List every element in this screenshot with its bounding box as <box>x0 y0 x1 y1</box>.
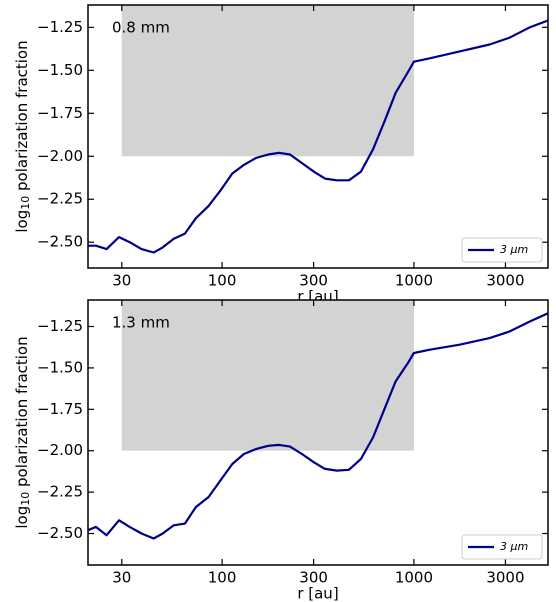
x-tick-label: 3000 <box>486 569 524 587</box>
data-line <box>88 312 548 540</box>
y-label-sub: 10 <box>19 196 32 210</box>
plot-area <box>88 300 548 540</box>
y-tick-label: −2.50 <box>37 524 83 542</box>
y-tick-label: −1.50 <box>37 61 83 79</box>
y-tick-label: −2.50 <box>37 233 83 251</box>
x-tick-label: 30 <box>112 569 131 587</box>
axes-frame <box>87 4 549 269</box>
y-label-rest: polarization fraction <box>13 40 31 195</box>
y-tick-label: −1.25 <box>37 317 83 335</box>
annotation: 0.8 mm <box>112 19 170 37</box>
y-tick-label: −1.75 <box>37 400 83 418</box>
shaded-span <box>121 5 414 157</box>
y-axis-label: log10 polarization fraction <box>13 336 33 528</box>
legend-label: 3 μm <box>500 540 528 553</box>
y-tick-label: −1.75 <box>37 104 83 122</box>
y-tick-label: −2.00 <box>37 441 83 459</box>
y-label-rest: polarization fraction <box>13 336 31 491</box>
y-tick-label: −1.50 <box>37 358 83 376</box>
legend-box <box>461 237 543 263</box>
x-tick-label: 300 <box>299 272 328 290</box>
annotation: 1.3 mm <box>112 314 170 332</box>
data-line <box>88 19 548 254</box>
x-tick-label: 1000 <box>395 272 433 290</box>
axes-frame <box>87 299 549 566</box>
y-tick-label: −2.25 <box>37 483 83 501</box>
x-tick-label: 100 <box>208 272 237 290</box>
plot-area <box>88 5 548 254</box>
y-tick-label: −1.25 <box>37 18 83 36</box>
y-label-base: log <box>13 506 31 529</box>
legend-label: 3 μm <box>500 243 528 256</box>
x-tick-label: 100 <box>208 569 237 587</box>
y-axis-label: log10 polarization fraction <box>13 40 33 232</box>
y-tick-label: −2.25 <box>37 190 83 208</box>
y-label-base: log <box>13 210 31 233</box>
y-label-sub: 10 <box>19 492 32 506</box>
shaded-span <box>121 300 414 451</box>
y-tick-label: −2.00 <box>37 147 83 165</box>
legend-box <box>461 534 543 560</box>
x-tick-label: 3000 <box>486 272 524 290</box>
x-axis-label: r [au] <box>297 585 338 602</box>
x-tick-label: 30 <box>112 272 131 290</box>
x-tick-label: 300 <box>299 569 328 587</box>
x-tick-label: 1000 <box>395 569 433 587</box>
